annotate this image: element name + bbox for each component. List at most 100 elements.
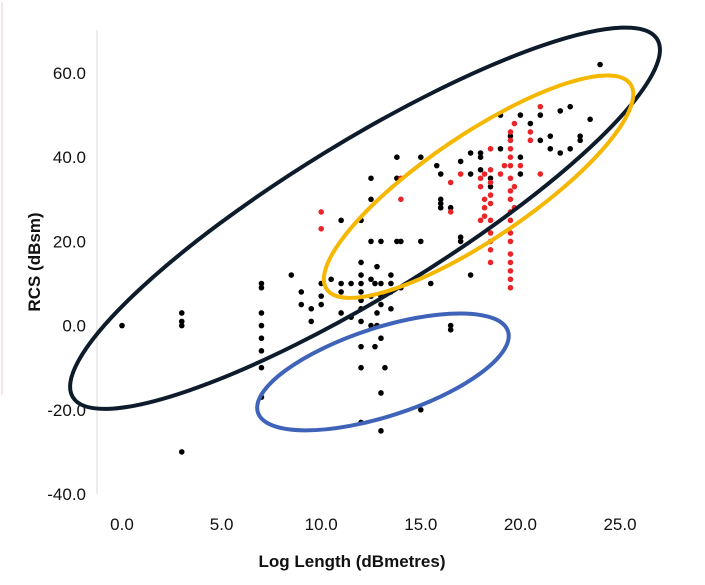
data-point <box>338 280 344 287</box>
data-point <box>507 137 514 144</box>
data-point <box>258 280 265 287</box>
data-point <box>372 280 378 287</box>
data-point <box>418 154 424 160</box>
data-point <box>418 407 424 413</box>
annotation-ellipse <box>255 311 511 433</box>
x-tick-label: 20.0 <box>504 515 537 534</box>
data-point <box>258 284 265 291</box>
data-point <box>338 310 344 316</box>
data-point <box>258 364 265 371</box>
x-tick-label: 0.0 <box>110 515 134 534</box>
data-point <box>557 150 564 156</box>
data-point <box>517 162 524 169</box>
data-point <box>477 175 484 182</box>
data-point <box>258 310 265 316</box>
data-point <box>517 154 524 160</box>
data-point <box>507 196 514 203</box>
data-point <box>378 390 384 396</box>
data-point <box>119 322 125 329</box>
data-point <box>577 133 583 139</box>
data-point <box>378 335 384 342</box>
data-point <box>467 171 474 177</box>
y-tick-label: 20.0 <box>53 232 86 251</box>
data-point <box>507 276 514 283</box>
data-point <box>467 272 474 278</box>
data-point <box>358 318 364 325</box>
x-axis-title: Log Length (dBmetres) <box>259 552 446 571</box>
data-point <box>372 343 378 350</box>
data-point <box>398 196 404 203</box>
data-point <box>547 133 554 139</box>
data-point <box>447 179 454 186</box>
y-tick-labels: -40.0 -20.0 0.0 20.0 40.0 60.0 <box>47 64 86 504</box>
data-point <box>507 251 514 257</box>
data-point <box>467 150 474 156</box>
data-point <box>527 120 534 127</box>
data-point <box>308 305 315 312</box>
data-point <box>487 183 494 190</box>
data-point <box>447 209 454 215</box>
data-point <box>457 238 464 245</box>
data-point <box>358 272 364 278</box>
x-tick-label: 15.0 <box>404 515 437 534</box>
data-point <box>388 272 394 278</box>
data-point <box>298 289 305 295</box>
data-point <box>507 129 514 135</box>
data-point <box>378 238 384 245</box>
data-point <box>487 192 494 198</box>
data-point <box>433 162 440 169</box>
data-point <box>457 171 464 177</box>
data-point <box>481 204 488 211</box>
data-point <box>447 322 454 329</box>
data-point <box>394 238 400 245</box>
data-point <box>487 167 494 173</box>
data-point <box>394 154 400 160</box>
data-point <box>537 137 544 144</box>
data-point <box>358 343 364 350</box>
data-point <box>457 158 464 165</box>
annotation-ellipse <box>321 73 636 300</box>
data-point <box>537 171 544 177</box>
data-point <box>481 196 488 203</box>
data-point <box>507 145 514 152</box>
data-point <box>437 196 444 203</box>
data-point <box>328 276 334 283</box>
data-point <box>374 310 380 316</box>
x-tick-label: 25.0 <box>603 515 636 534</box>
data-point <box>507 238 514 245</box>
data-point <box>318 225 325 232</box>
data-point <box>178 322 185 329</box>
data-point <box>288 272 295 278</box>
data-point <box>527 129 534 135</box>
data-point <box>577 137 583 144</box>
data-point <box>388 280 394 287</box>
data-point <box>497 145 504 152</box>
y-tick-label: 40.0 <box>53 148 86 167</box>
data-point <box>477 154 484 160</box>
data-point <box>398 238 404 245</box>
data-point <box>487 247 494 253</box>
data-point <box>487 217 494 224</box>
data-point <box>318 209 325 215</box>
data-point <box>258 335 265 342</box>
data-point <box>507 284 514 291</box>
data-point <box>477 150 484 156</box>
data-point <box>388 305 394 312</box>
data-point <box>437 200 444 207</box>
data-point <box>258 348 265 354</box>
data-point <box>507 188 514 194</box>
data-point <box>378 301 384 308</box>
data-point <box>477 167 484 173</box>
data-point <box>507 154 514 160</box>
data-point <box>481 213 488 219</box>
data-point <box>374 263 380 270</box>
data-point <box>507 175 514 182</box>
data-point <box>487 179 494 186</box>
data-point <box>487 259 494 266</box>
y-tick-label: -20.0 <box>47 401 86 420</box>
data-point <box>487 200 494 207</box>
data-point <box>481 171 488 177</box>
data-point <box>527 137 534 144</box>
